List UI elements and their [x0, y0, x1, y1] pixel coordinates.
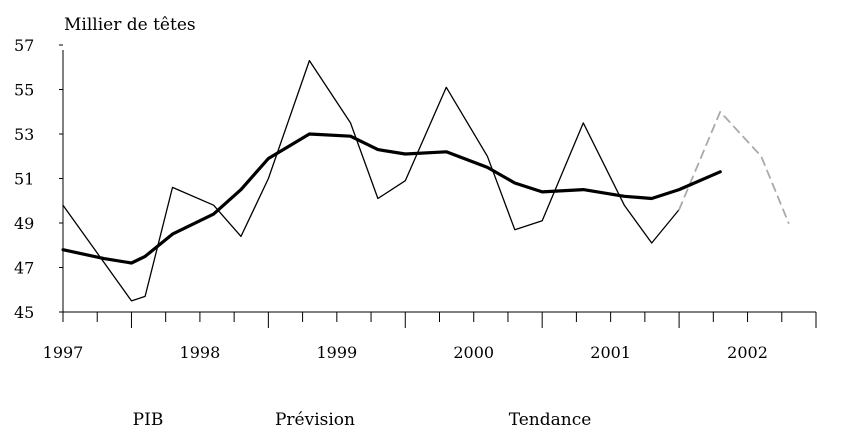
x-tick-label: 2001	[590, 343, 631, 362]
x-tick-label: 2002	[727, 343, 768, 362]
series-line-pib	[62, 59, 680, 302]
legend: PIB Prévision Tendance	[133, 410, 592, 430]
series-lines	[61, 59, 790, 302]
x-tick-label: 1998	[180, 343, 221, 362]
y-axis-unit-label: Millier de têtes	[64, 15, 196, 35]
x-tick-labels: 1997 1998 1999 2000 2001 2002	[43, 343, 768, 362]
y-tick-label: 45	[14, 303, 34, 322]
y-tick-label: 55	[14, 81, 34, 100]
y-tick-label: 51	[14, 170, 34, 189]
axes	[62, 50, 816, 317]
x-ticks	[62, 312, 817, 328]
legend-entry: PIB	[133, 410, 164, 430]
x-tick-label: 2000	[453, 343, 494, 362]
x-tick-label: 1997	[43, 343, 84, 362]
y-tick-label: 47	[14, 259, 34, 278]
y-tick-label: 57	[14, 36, 34, 55]
legend-entry: Tendance	[509, 410, 592, 430]
series-line-pr-vision	[678, 110, 790, 224]
y-tick-label: 53	[14, 125, 34, 144]
y-tick-label: 49	[14, 214, 34, 233]
legend-entry: Prévision	[275, 410, 355, 430]
y-tick-labels: 45 47 49 51 53 55 57	[14, 36, 63, 322]
x-tick-label: 1999	[316, 343, 357, 362]
series-line-tendance	[61, 132, 722, 265]
